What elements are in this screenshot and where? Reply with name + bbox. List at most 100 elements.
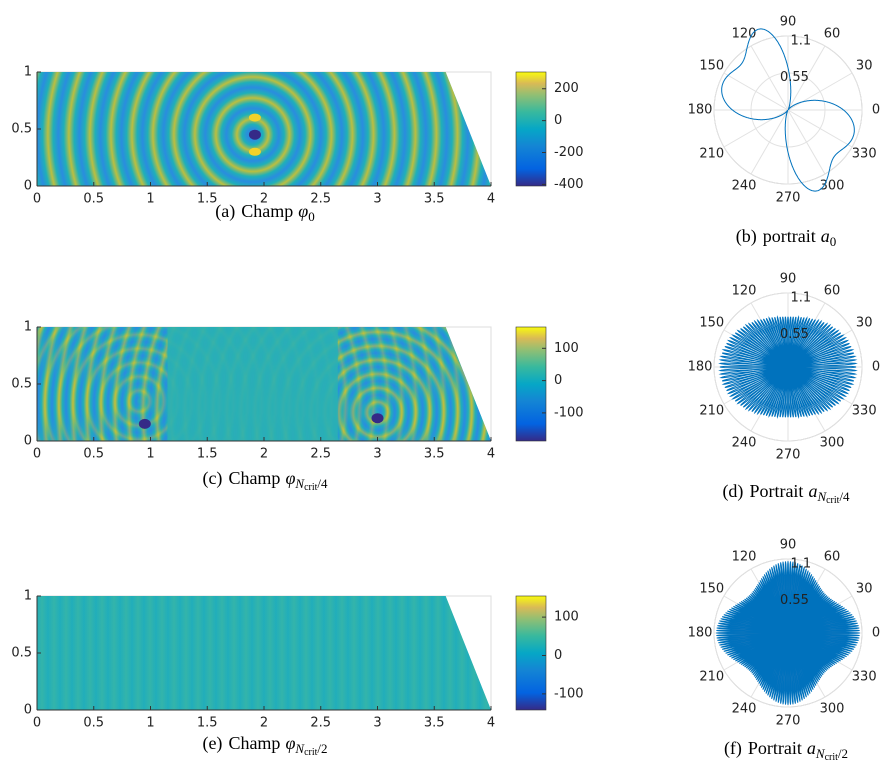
colorbar-tick-label: 100: [554, 341, 579, 356]
angle-label: 0: [872, 360, 880, 375]
y-tick-label: 0.5: [11, 122, 32, 137]
caption-symbol: a: [821, 226, 830, 246]
caption-sub: N: [815, 746, 826, 761]
angle-label: 270: [776, 448, 801, 463]
x-tick-label: 0.5: [83, 447, 104, 462]
x-tick-label: 2: [260, 192, 268, 207]
r-grid: [750, 72, 826, 148]
caption: (a) Champ φ0: [215, 201, 314, 224]
x-tick-label: 3: [373, 716, 381, 731]
angle-label: 90: [780, 15, 797, 30]
x-tick-label: 0: [33, 447, 41, 462]
caption-sub: N: [294, 741, 305, 756]
x-tick-label: 2: [260, 716, 268, 731]
ring-field: [37, 72, 491, 186]
colorbar: [515, 326, 547, 442]
angle-label: 30: [856, 59, 873, 74]
angle-label: 60: [824, 283, 841, 298]
blob: [138, 418, 151, 429]
angle-label: 30: [856, 316, 873, 331]
angle-label: 210: [699, 404, 724, 419]
y-tick-label: 1: [24, 589, 32, 604]
r-tick-label: 1.1: [791, 557, 812, 572]
x-tick-label: 0.5: [83, 192, 104, 207]
caption: (e) Champ φNcrit/2: [202, 733, 327, 758]
angle-label: 210: [699, 670, 724, 685]
y-tick-label: 1: [24, 320, 32, 335]
angle-label: 150: [699, 316, 724, 331]
colorbar-tick-label: 200: [554, 81, 579, 96]
x-tick-label: 2.5: [310, 447, 331, 462]
stripes: [37, 596, 491, 710]
r-tick-label: 1.1: [791, 291, 812, 306]
angle-label: 300: [820, 702, 845, 717]
angle-label: 180: [688, 103, 713, 118]
r-grid: [713, 35, 863, 185]
caption: (f) Portrait aNcrit/2: [724, 738, 848, 762]
caption-symbol: a: [807, 738, 816, 758]
y-tick-label: 0: [24, 703, 32, 718]
caption-label: (c): [202, 468, 222, 489]
blob: [248, 129, 261, 140]
angle-label: 0: [872, 626, 880, 641]
r-tick-label: 0.55: [780, 593, 809, 608]
caption-text: Champ: [228, 733, 280, 753]
angle-label: 180: [688, 360, 713, 375]
caption-symbol: φ: [298, 201, 308, 221]
pattern: [716, 561, 860, 705]
caption: (d) Portrait aNcrit/4: [722, 481, 850, 506]
pattern: [721, 28, 855, 192]
angle-label: 330: [852, 147, 877, 162]
x-tick-label: 0: [33, 716, 41, 731]
angle-label: 330: [852, 404, 877, 419]
field: [37, 327, 491, 441]
r-grid: [713, 292, 863, 442]
angle-label: 60: [824, 26, 841, 41]
caption: (c) Champ φNcrit/4: [202, 468, 328, 493]
x-tick-label: 0: [33, 192, 41, 207]
y-tick-label: 0: [24, 179, 32, 194]
colorbar-tick-label: 0: [554, 113, 562, 128]
caption-label: (b): [736, 226, 757, 247]
angle-label: 270: [776, 191, 801, 206]
caption-subsub: crit: [826, 495, 840, 506]
caption-subsub: crit: [825, 752, 839, 762]
angle-label: 30: [856, 582, 873, 597]
x-tick-label: 3.5: [424, 716, 445, 731]
r-tick-label: 0.55: [780, 327, 809, 342]
caption-symbol: φ: [285, 733, 295, 753]
colorbar-tick-label: 100: [554, 610, 579, 625]
x-tick-label: 4: [487, 192, 495, 207]
x-tick-label: 3.5: [424, 192, 445, 207]
colorbar: [515, 71, 547, 187]
blob: [371, 413, 384, 424]
r-tick-label: 1.1: [791, 34, 812, 49]
caption-label: (a): [215, 201, 235, 222]
caption-text: portrait: [763, 226, 816, 246]
field: [37, 72, 491, 186]
y-tick-label: 0: [24, 434, 32, 449]
caption-suffix: /2: [317, 741, 327, 756]
angle-label: 60: [824, 549, 841, 564]
caption-label: (e): [202, 733, 222, 754]
caption-symbol: a: [808, 481, 817, 501]
caption-subsub: crit: [304, 747, 318, 758]
field: [37, 596, 491, 710]
caption-sub: 0: [308, 209, 315, 224]
angle-label: 150: [699, 582, 724, 597]
r-grid: [750, 329, 826, 405]
x-tick-label: 4: [487, 447, 495, 462]
caption-text: Champ: [241, 201, 293, 221]
caption-text: Portrait: [749, 481, 803, 501]
caption-sub: 0: [830, 234, 837, 249]
colorbar: [515, 595, 547, 711]
x-tick-label: 2: [260, 447, 268, 462]
x-tick-label: 3: [373, 447, 381, 462]
angle-label: 330: [852, 670, 877, 685]
caption-symbol: φ: [285, 468, 295, 488]
blob: [248, 147, 261, 156]
x-tick-label: 1: [146, 716, 154, 731]
flat-band: [167, 327, 338, 441]
y-tick-label: 0.5: [11, 646, 32, 661]
